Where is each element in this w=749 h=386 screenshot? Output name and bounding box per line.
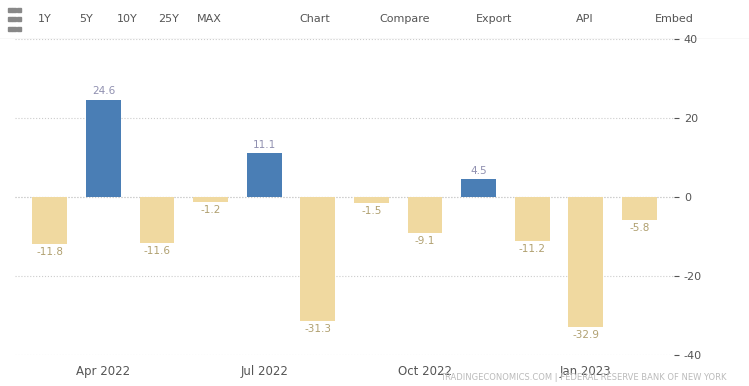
Text: -11.8: -11.8 (36, 247, 64, 257)
Text: Export: Export (476, 14, 512, 24)
Text: 4.5: 4.5 (470, 166, 487, 176)
Text: 24.6: 24.6 (92, 86, 115, 96)
Bar (193, 197, 228, 201)
Text: 1Y: 1Y (38, 14, 52, 24)
Text: -11.2: -11.2 (518, 244, 545, 254)
Bar (354, 197, 389, 203)
Text: Chart: Chart (299, 14, 330, 24)
Text: -32.9: -32.9 (572, 330, 599, 340)
Bar (32, 197, 67, 244)
Text: Compare: Compare (379, 14, 430, 24)
Text: TRADINGECONOMICS.COM | FEDERAL RESERVE BANK OF NEW YORK: TRADINGECONOMICS.COM | FEDERAL RESERVE B… (440, 373, 727, 382)
Text: 10Y: 10Y (117, 14, 138, 24)
Bar (568, 197, 603, 327)
Text: 25Y: 25Y (158, 14, 179, 24)
Text: -11.6: -11.6 (144, 246, 171, 256)
Bar (300, 197, 335, 321)
Text: API: API (575, 14, 593, 24)
Text: -9.1: -9.1 (415, 236, 435, 246)
Bar (139, 197, 175, 243)
Bar (86, 100, 121, 197)
Text: 5Y: 5Y (79, 14, 93, 24)
Text: -1.5: -1.5 (361, 206, 381, 216)
Text: -1.2: -1.2 (201, 205, 221, 215)
Text: MAX: MAX (197, 14, 222, 24)
Text: Embed: Embed (655, 14, 694, 24)
Bar (515, 197, 550, 241)
Bar (461, 179, 496, 197)
Text: 11.1: 11.1 (252, 140, 276, 150)
Bar (622, 197, 657, 220)
Bar (246, 153, 282, 197)
Bar (407, 197, 443, 233)
Text: -5.8: -5.8 (629, 223, 649, 233)
Text: -31.3: -31.3 (304, 324, 331, 334)
